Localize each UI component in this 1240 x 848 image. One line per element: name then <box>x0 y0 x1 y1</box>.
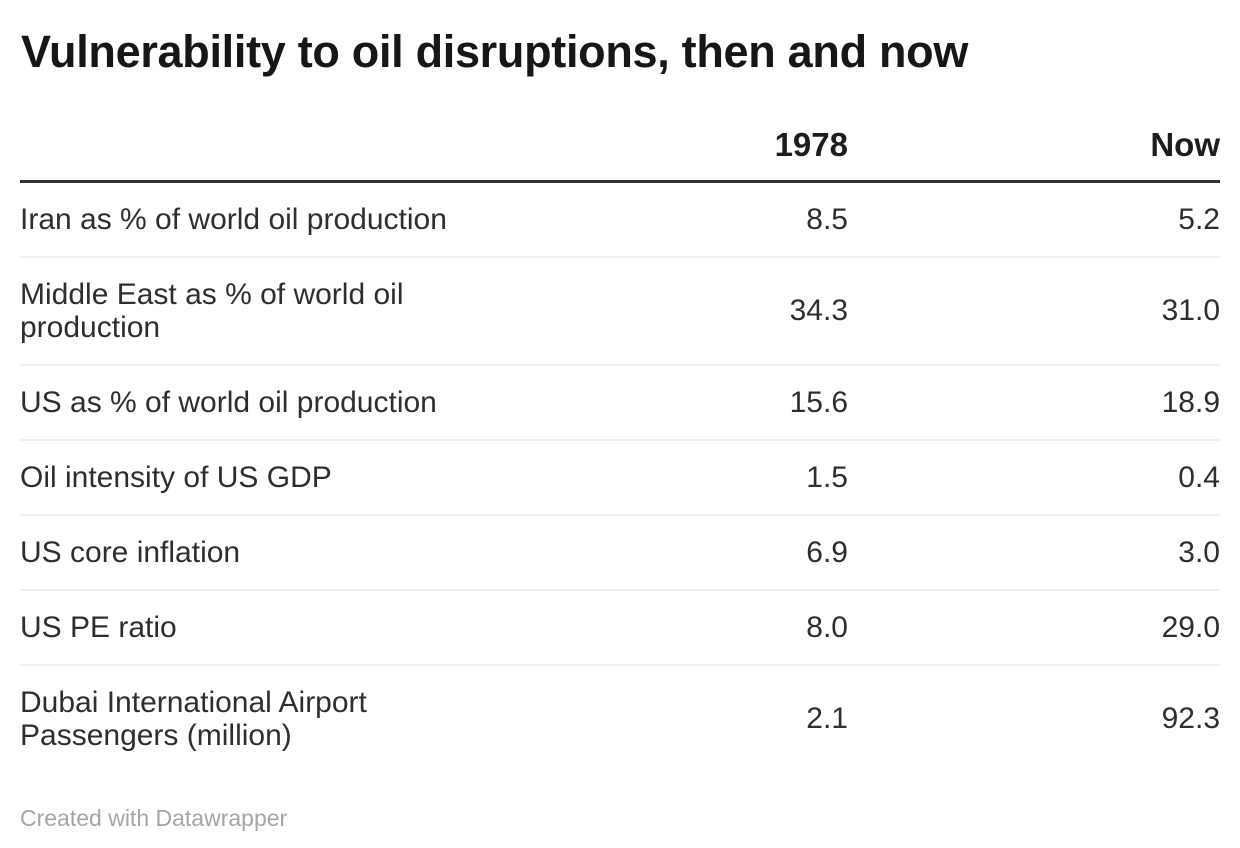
value-1978: 2.1 <box>806 702 848 736</box>
value-1978: 8.0 <box>480 589 848 666</box>
column-header-1978: 1978 <box>480 89 848 183</box>
row-label: US PE ratio <box>20 589 480 666</box>
table-row: Oil intensity of US GDP 1.5 0.4 <box>20 439 1220 516</box>
table-row: Iran as % of world oil production 8.5 5.… <box>20 181 1220 258</box>
data-table: 1978 Now Iran as % of world oil producti… <box>20 89 1220 772</box>
chart-title: Vulnerability to oil disruptions, then a… <box>21 26 969 77</box>
value-now: 31.0 <box>848 256 1220 366</box>
table-row: Middle East as % of world oil production… <box>20 256 1220 366</box>
value-now: 0.4 <box>848 439 1220 516</box>
row-label: US core inflation <box>20 514 480 591</box>
row-label: Oil intensity of US GDP <box>20 439 480 516</box>
value-now: 3.0 <box>848 514 1220 591</box>
row-label: Dubai International Airport Passengers (… <box>20 685 367 752</box>
table-row: US as % of world oil production 15.6 18.… <box>20 364 1220 441</box>
table-row: US core inflation 6.9 3.0 <box>20 514 1220 591</box>
value-1978: 34.3 <box>480 256 848 366</box>
value-now: 92.3 <box>1161 702 1220 736</box>
value-now: 29.0 <box>848 589 1220 666</box>
row-label: Iran as % of world oil production <box>20 181 480 258</box>
chart-footer: Created with Datawrapper <box>20 804 1220 834</box>
table-row: Dubai International Airport Passengers (… <box>20 665 1220 772</box>
table-header-row: 1978 Now <box>20 89 1220 183</box>
value-now: 18.9 <box>848 364 1220 441</box>
value-now: 5.2 <box>848 181 1220 258</box>
column-header-now: Now <box>848 89 1220 183</box>
row-label: Middle East as % of world oil production <box>20 256 480 366</box>
value-1978: 8.5 <box>480 181 848 258</box>
datawrapper-credit-link[interactable]: Created with Datawrapper <box>20 804 288 831</box>
value-1978: 15.6 <box>480 364 848 441</box>
value-1978: 6.9 <box>480 514 848 591</box>
column-header-label <box>20 89 480 183</box>
value-1978: 1.5 <box>480 439 848 516</box>
row-label: US as % of world oil production <box>20 364 480 441</box>
table-row: US PE ratio 8.0 29.0 <box>20 589 1220 666</box>
